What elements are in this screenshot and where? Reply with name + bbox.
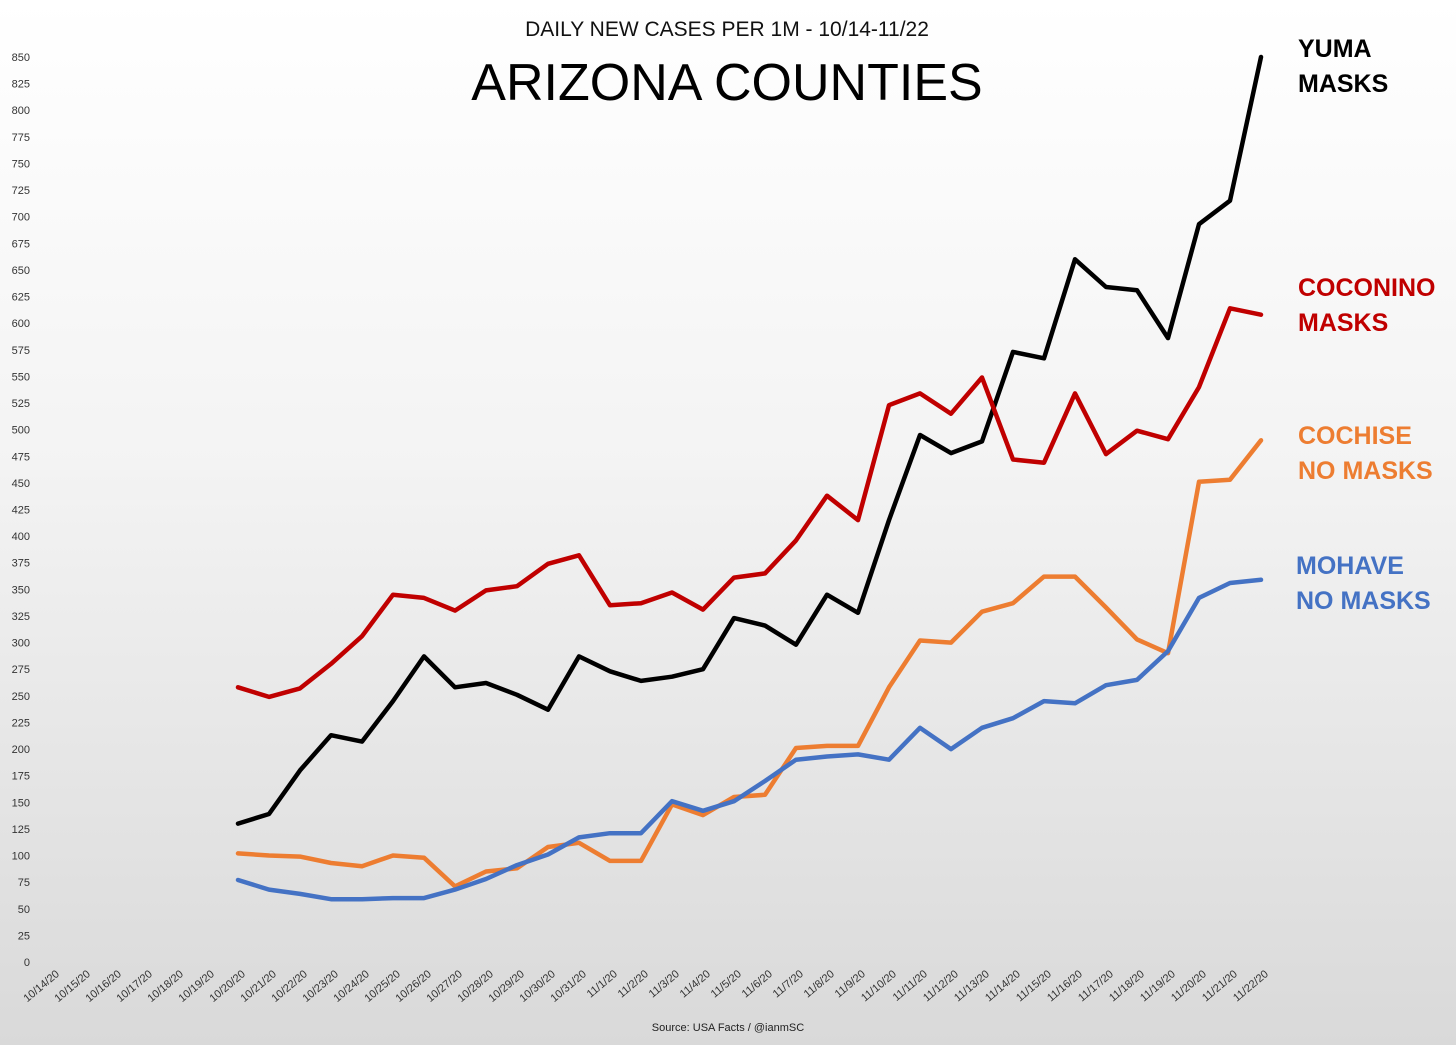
x-tick-label: 11/22/20 bbox=[1231, 968, 1271, 1004]
series-label: YUMA bbox=[1298, 35, 1372, 63]
y-tick-label: 850 bbox=[12, 52, 30, 64]
series-label: NO MASKS bbox=[1296, 587, 1431, 615]
y-tick-label: 725 bbox=[12, 185, 30, 197]
y-tick-label: 250 bbox=[12, 691, 30, 703]
y-tick-label: 150 bbox=[12, 797, 30, 809]
y-tick-label: 700 bbox=[12, 212, 30, 224]
series-line bbox=[235, 577, 1264, 902]
y-tick-label: 500 bbox=[12, 425, 30, 437]
x-tick-label: 11/7/20 bbox=[771, 968, 806, 1000]
y-tick-label: 350 bbox=[12, 584, 30, 596]
x-tick-label: 11/2/20 bbox=[616, 968, 651, 1000]
chart-title: ARIZONA COUNTIES bbox=[471, 54, 982, 112]
series-labels: YUMA MASKS COCONINO MASKS COCHISE NO MASKS MOH… bbox=[1296, 35, 1436, 615]
y-tick-label: 825 bbox=[12, 79, 30, 91]
series-lines bbox=[235, 54, 1264, 902]
source-note: Source: USA Facts / @ianmSC bbox=[652, 1022, 804, 1034]
series-label: COCONINO bbox=[1298, 274, 1436, 302]
y-tick-label: 400 bbox=[12, 531, 30, 543]
series-line bbox=[235, 438, 1264, 889]
x-tick-label: 11/6/20 bbox=[740, 968, 775, 1000]
y-tick-label: 125 bbox=[12, 824, 30, 836]
chart-subtitle: DAILY NEW CASES PER 1M - 10/14-11/22 bbox=[525, 18, 929, 41]
y-tick-label: 25 bbox=[18, 930, 30, 942]
series-label: COCHISE bbox=[1298, 422, 1412, 450]
series-line bbox=[235, 306, 1264, 700]
y-tick-label: 300 bbox=[12, 638, 30, 650]
series-label: MASKS bbox=[1298, 309, 1388, 337]
y-tick-label: 275 bbox=[12, 664, 30, 676]
y-tick-label: 325 bbox=[12, 611, 30, 623]
y-axis-ticks: 0 25 50 75 100 125 150 175 200 225 250 275 300 325 350… bbox=[12, 52, 30, 969]
y-tick-label: 175 bbox=[12, 771, 30, 783]
y-tick-label: 650 bbox=[12, 265, 30, 277]
y-tick-label: 450 bbox=[12, 478, 30, 490]
y-tick-label: 775 bbox=[12, 132, 30, 144]
y-tick-label: 675 bbox=[12, 238, 30, 250]
y-tick-label: 200 bbox=[12, 744, 30, 756]
x-tick-label: 11/8/20 bbox=[802, 968, 837, 1000]
y-tick-label: 800 bbox=[12, 105, 30, 117]
y-tick-label: 50 bbox=[18, 904, 30, 916]
x-tick-label: 11/1/20 bbox=[585, 968, 620, 1000]
series-label: MOHAVE bbox=[1296, 552, 1404, 580]
series-label: MASKS bbox=[1298, 70, 1388, 98]
x-tick-label: 11/3/20 bbox=[647, 968, 682, 1000]
y-tick-label: 375 bbox=[12, 558, 30, 570]
y-tick-label: 625 bbox=[12, 292, 30, 304]
y-tick-label: 575 bbox=[12, 345, 30, 357]
y-tick-label: 100 bbox=[12, 851, 30, 863]
series-label: NO MASKS bbox=[1298, 457, 1433, 485]
series-line bbox=[235, 54, 1264, 826]
y-tick-label: 425 bbox=[12, 505, 30, 517]
y-tick-label: 600 bbox=[12, 318, 30, 330]
y-tick-label: 550 bbox=[12, 371, 30, 383]
x-axis-ticks: 10/14/2010/15/2010/16/2010/17/2010/18/20… bbox=[21, 968, 1271, 1005]
x-tick-label: 11/5/20 bbox=[709, 968, 744, 1000]
y-tick-label: 475 bbox=[12, 451, 30, 463]
x-tick-label: 11/10/20 bbox=[859, 968, 899, 1004]
y-tick-label: 225 bbox=[12, 717, 30, 729]
y-tick-label: 525 bbox=[12, 398, 30, 410]
y-tick-label: 750 bbox=[12, 158, 30, 170]
x-tick-label: 11/4/20 bbox=[678, 968, 713, 1000]
y-tick-label: 0 bbox=[24, 957, 30, 969]
y-tick-label: 75 bbox=[18, 877, 30, 889]
